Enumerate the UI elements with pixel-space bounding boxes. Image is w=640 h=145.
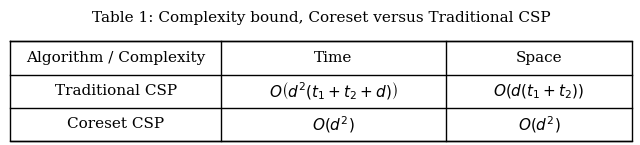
Text: $O\left(d^2\right)$: $O\left(d^2\right)$ [518,114,560,135]
Text: Table 1: Complexity bound, Coreset versus Traditional CSP: Table 1: Complexity bound, Coreset versu… [92,11,550,26]
Text: Algorithm / Complexity: Algorithm / Complexity [26,51,205,65]
Text: Coreset CSP: Coreset CSP [67,117,164,131]
Text: Time: Time [314,51,353,65]
Text: Space: Space [516,51,562,65]
Text: Traditional CSP: Traditional CSP [54,85,177,98]
Text: $O\left(d^2\right)$: $O\left(d^2\right)$ [312,114,355,135]
Text: $O\left(d^2\left(t_1 + t_2 + d\right)\right)$: $O\left(d^2\left(t_1 + t_2 + d\right)\ri… [269,81,398,102]
Text: $O\left(d\left(t_1 + t_2\right)\right)$: $O\left(d\left(t_1 + t_2\right)\right)$ [493,82,584,101]
